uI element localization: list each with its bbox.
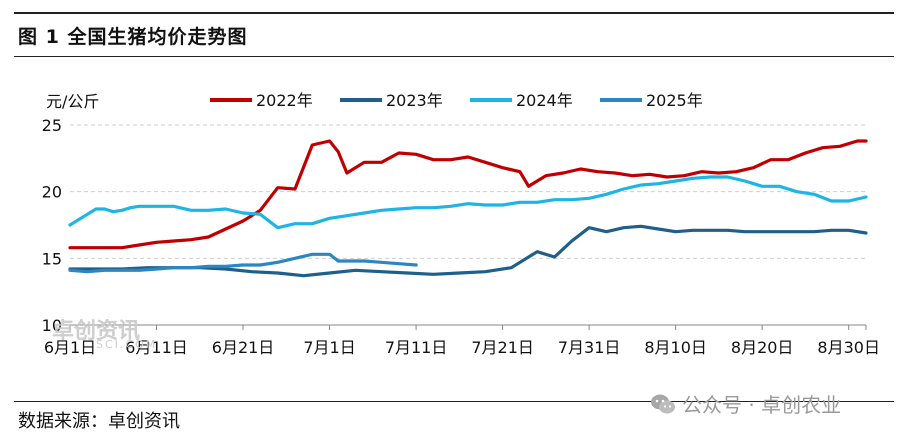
source-rule <box>14 401 894 402</box>
x-tick-label: 7月1日 <box>303 338 355 357</box>
series-line-2022年 <box>68 139 868 250</box>
x-tick-label: 8月20日 <box>731 338 794 357</box>
x-tick-label: 6月21日 <box>212 338 275 357</box>
legend-label: 2022年 <box>256 91 313 110</box>
x-tick-label: 8月30日 <box>817 338 880 357</box>
y-axis-label: 元/公斤 <box>46 92 99 111</box>
wechat-credit: 公众号 · 卓创农业 <box>650 389 841 418</box>
x-tick-labels: 6月1日 6月11日 6月21日 7月1日 7月11日 7月21日 7月31日 8月10日 8月… <box>44 338 880 357</box>
series-line-2023年 <box>68 224 868 278</box>
x-tick-label: 7月31日 <box>558 338 621 357</box>
title-rule <box>14 56 894 57</box>
data-source: 数据来源：卓创资讯 <box>18 411 180 432</box>
legend-label: 2023年 <box>386 91 443 110</box>
x-tick-label: 6月11日 <box>125 338 188 357</box>
y-tick-labels: 10 15 20 25 <box>42 116 62 335</box>
legend: 2022年 2023年 2024年 2025年 <box>210 91 703 110</box>
legend-label: 2024年 <box>516 91 573 110</box>
series-lines <box>68 139 868 278</box>
grid-lines <box>69 124 867 330</box>
figure-title: 图 1 全国生猪均价走势图 <box>18 26 248 48</box>
top-rule <box>14 12 894 14</box>
watermark-sub: SCI.COM <box>96 338 158 351</box>
y-tick-label: 25 <box>42 116 62 135</box>
x-tick-label: 6月1日 <box>44 338 96 357</box>
x-tick-label: 7月21日 <box>471 338 534 357</box>
y-tick-label: 10 <box>42 316 62 335</box>
x-tick-label: 8月10日 <box>644 338 707 357</box>
watermark: 卓创资讯 <box>52 319 141 344</box>
credit-text: 公众号 · 卓创农业 <box>682 393 842 417</box>
series-line-2025年 <box>68 252 418 274</box>
wechat-icon <box>651 394 675 413</box>
y-tick-label: 15 <box>42 249 62 268</box>
series-line-2024年 <box>68 175 868 230</box>
y-tick-label: 20 <box>42 183 62 202</box>
x-tick-label: 7月11日 <box>385 338 448 357</box>
legend-label: 2025年 <box>646 91 703 110</box>
